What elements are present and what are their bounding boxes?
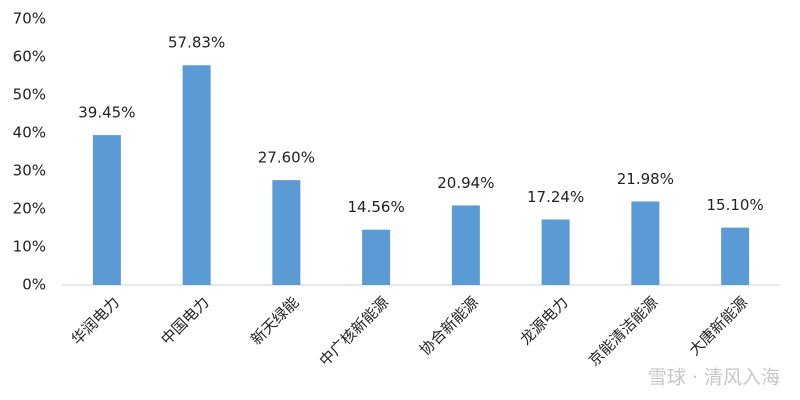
data-label: 20.94%: [437, 174, 494, 192]
data-label: 39.45%: [78, 104, 135, 122]
y-tick-label: 0%: [22, 276, 46, 294]
bar: [92, 135, 121, 285]
bar: [631, 201, 660, 285]
x-tick-label: 京能清洁能源: [585, 293, 661, 369]
y-tick-label: 20%: [13, 200, 46, 218]
x-tick-label: 新天绿能: [247, 293, 302, 348]
y-tick-label: 50%: [13, 86, 46, 104]
bar: [451, 205, 480, 285]
data-label: 27.60%: [258, 149, 315, 167]
x-tick-label: 中国电力: [157, 293, 212, 348]
bar: [541, 219, 570, 285]
bar: [272, 180, 301, 285]
y-tick-label: 70%: [13, 10, 46, 28]
data-label: 57.83%: [168, 34, 225, 52]
y-tick-label: 10%: [13, 238, 46, 256]
x-tick-label: 协合新能源: [416, 293, 482, 359]
bar: [721, 227, 750, 285]
bar: [182, 65, 211, 285]
y-tick-label: 30%: [13, 162, 46, 180]
x-tick-label: 龙源电力: [516, 293, 571, 348]
x-tick-label: 大唐新能源: [685, 293, 751, 359]
data-label: 15.10%: [707, 196, 764, 214]
x-tick-label: 华润电力: [68, 293, 123, 348]
data-label: 21.98%: [617, 170, 674, 188]
x-tick-label: 中广核新能源: [316, 293, 392, 369]
bar: [362, 229, 391, 285]
y-tick-label: 40%: [13, 124, 46, 142]
watermark: 雪球 · 清风入海: [648, 367, 780, 389]
data-label: 17.24%: [527, 188, 584, 206]
data-label: 14.56%: [348, 198, 405, 216]
y-tick-label: 60%: [13, 48, 46, 66]
